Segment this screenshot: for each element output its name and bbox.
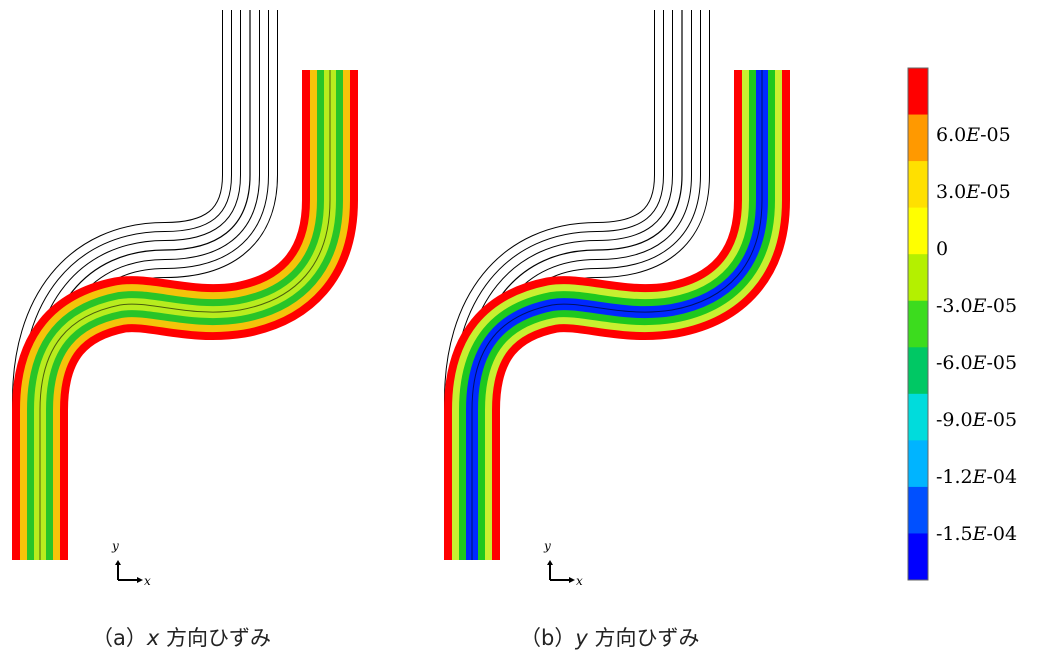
colorbar-swatch <box>908 114 928 162</box>
colorbar-swatch <box>908 393 928 441</box>
colorbar-swatches <box>908 68 928 581</box>
axis-x-label: x <box>576 574 583 588</box>
colorbar-frame <box>907 67 929 581</box>
coordinate-axes-icon: y x <box>111 539 151 588</box>
coordinate-axes-icon: y x <box>543 539 583 588</box>
colorbar-tick-label: 3.0E-05 <box>936 181 1011 203</box>
colorbar-swatch <box>908 161 928 209</box>
caption-a-variable: x <box>146 626 160 650</box>
axis-x-label: x <box>144 574 151 588</box>
deformed-tube-contour <box>472 70 762 560</box>
colorbar-tick-label: 6.0E-05 <box>936 124 1011 146</box>
caption-b-prefix: （b） <box>520 626 576 650</box>
deformed-tube-contour <box>40 70 330 560</box>
colorbar-tick-label: -1.5E-04 <box>936 523 1017 545</box>
caption-b-variable: y <box>575 626 588 650</box>
colorbar-swatch <box>908 486 928 534</box>
colorbar-legend: 6.0E-05 3.0E-05 0 -3.0E-05 -6.0E-05 -9.0E-05 -… <box>907 67 1017 581</box>
colorbar-swatch <box>908 440 928 488</box>
colorbar-tick-label: 0 <box>936 238 948 260</box>
colorbar-tick-label: -3.0E-05 <box>936 295 1017 317</box>
colorbar-tick-label: -9.0E-05 <box>936 409 1017 431</box>
colorbar-swatch <box>908 347 928 395</box>
colorbar-labels: 6.0E-05 3.0E-05 0 -3.0E-05 -6.0E-05 -9.0E-05 -… <box>936 124 1017 545</box>
colorbar-swatch <box>908 207 928 255</box>
colorbar-swatch <box>908 300 928 348</box>
colorbar-tick-label: -6.0E-05 <box>936 352 1017 374</box>
caption-a-prefix: （a） <box>92 626 147 650</box>
caption-b-suffix: 方向ひずみ <box>587 626 700 650</box>
axis-y-label: y <box>111 539 119 553</box>
colorbar-swatch <box>908 254 928 302</box>
axis-y-label: y <box>543 539 551 553</box>
panel-a: y x <box>40 10 330 588</box>
panel-b: y x <box>472 10 762 588</box>
colorbar-swatch <box>908 68 928 116</box>
colorbar-tick-label: -1.2E-04 <box>936 466 1017 488</box>
caption-b: （b）y 方向ひずみ <box>520 622 699 652</box>
colorbar-swatch <box>908 533 928 581</box>
caption-a: （a）x 方向ひずみ <box>92 622 271 652</box>
caption-a-suffix: 方向ひずみ <box>159 626 271 650</box>
